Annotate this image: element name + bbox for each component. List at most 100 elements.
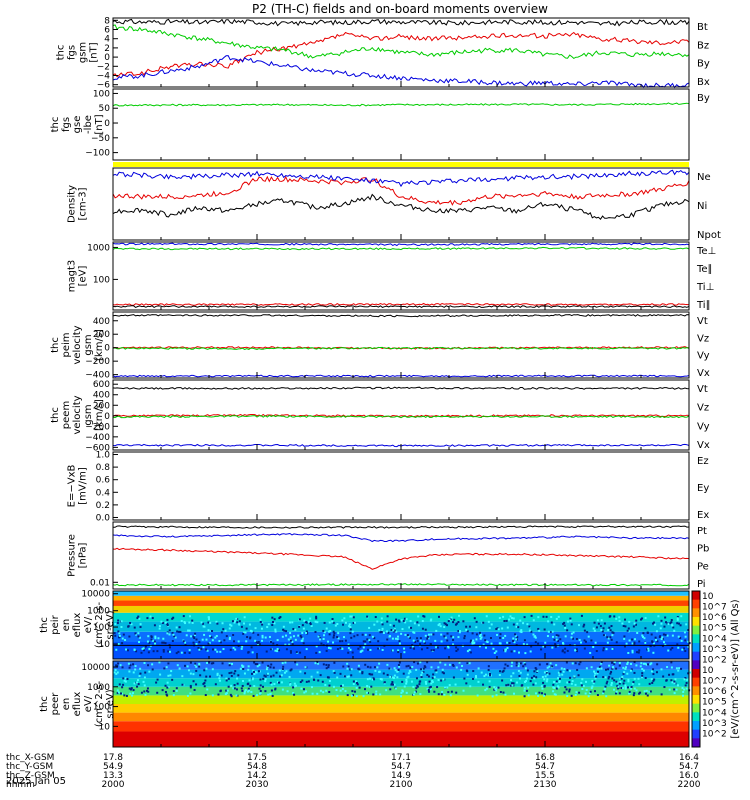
spectrogram-speckle: [329, 647, 332, 650]
y-axis-label-line: fgs: [67, 45, 78, 60]
spectrogram-speckle: [563, 691, 566, 694]
spectrogram-speckle: [651, 681, 654, 684]
spectrogram-speckle: [309, 617, 312, 620]
spectrogram-speckle: [332, 641, 335, 644]
spectrogram-speckle: [291, 621, 294, 624]
x-axis-row-label: hhmm: [6, 780, 35, 790]
spectrogram-speckle: [240, 687, 243, 690]
spectrogram-speckle: [540, 692, 543, 695]
panel-frame: [112, 17, 690, 88]
spectrogram-speckle: [429, 643, 432, 646]
spectrogram-speckle: [316, 661, 319, 664]
spectrogram-speckle: [538, 663, 541, 666]
spectrogram-speckle: [188, 629, 191, 632]
spectrogram-speckle: [543, 678, 546, 681]
spectrogram-speckle: [440, 640, 443, 643]
spectrogram-speckle: [322, 663, 325, 666]
spectrogram-speckle: [416, 662, 419, 665]
spectrogram-speckle: [282, 665, 285, 668]
spectrogram-speckle: [588, 692, 591, 695]
spectrogram-speckle: [210, 630, 213, 633]
spectrogram-speckle: [401, 680, 404, 683]
spectrogram-speckle: [397, 663, 400, 666]
spectrogram-speckle: [115, 664, 118, 667]
spectrogram-speckle: [547, 620, 550, 623]
spectrogram-speckle: [332, 685, 335, 688]
spectrogram-speckle: [419, 680, 422, 683]
spectrogram-speckle: [537, 616, 540, 619]
spectrogram-speckle: [361, 672, 364, 675]
spectrogram-speckle: [189, 684, 192, 687]
spectrogram-speckle: [373, 623, 376, 626]
series-line-Ne: [112, 175, 690, 206]
spectrogram-speckle: [592, 627, 595, 630]
spectrogram-speckle: [228, 662, 231, 665]
spectrogram-speckle: [444, 686, 447, 689]
spectrogram-speckle: [269, 640, 272, 643]
spectrogram-speckle: [166, 632, 169, 635]
spectrogram-speckle: [448, 684, 451, 687]
spectrogram-speckle: [160, 620, 163, 623]
spectrogram-speckle: [428, 690, 431, 693]
spectrogram-speckle: [685, 687, 688, 690]
spectrogram-speckle: [203, 669, 206, 672]
spectrogram-speckle: [350, 615, 353, 618]
spectrogram-speckle: [300, 687, 303, 690]
spectrogram-speckle: [642, 662, 645, 665]
spectrogram-speckle: [441, 690, 444, 693]
spectrogram-speckle: [550, 615, 553, 618]
spectrogram-speckle: [347, 675, 350, 678]
spectrogram-speckle: [396, 638, 399, 641]
spectrogram-speckle: [509, 615, 512, 618]
spectrogram-speckle: [435, 629, 438, 632]
spectrogram-speckle: [488, 672, 491, 675]
spectrogram-speckle: [598, 667, 601, 670]
spectrogram-speckle: [421, 671, 424, 674]
spectrogram-speckle: [362, 640, 365, 643]
spectrogram-speckle: [457, 636, 460, 639]
spectrogram-speckle: [391, 676, 394, 679]
spectrogram-speckle: [485, 646, 488, 649]
y-tick-label: −100: [85, 149, 110, 159]
spectrogram-speckle: [356, 681, 359, 684]
spectrogram-speckle: [613, 661, 616, 664]
spectrogram-speckle: [301, 632, 304, 635]
spectrogram-speckle: [615, 617, 618, 620]
spectrogram-speckle: [657, 615, 660, 618]
spectrogram-speckle: [212, 648, 215, 651]
y-axis-label-line: gsm: [83, 404, 94, 425]
spectrogram-speckle: [430, 649, 433, 652]
spectrogram-speckle: [555, 638, 558, 641]
spectrogram-speckle: [306, 632, 309, 635]
spectrogram-speckle: [335, 689, 338, 692]
spectrogram-speckle: [515, 625, 518, 628]
spectrogram-speckle: [551, 630, 554, 633]
spectrogram-speckle: [566, 695, 569, 698]
legend-entry: Ni: [697, 201, 707, 212]
spectrogram-speckle: [469, 651, 472, 654]
spectrogram-speckle: [627, 651, 630, 654]
y-tick-label: −2: [97, 62, 110, 72]
spectrogram-speckle: [576, 650, 579, 653]
spectrogram-speckle: [219, 641, 222, 644]
spectrogram-speckle: [364, 633, 367, 636]
y-axis-label-line: -lbe: [83, 115, 94, 134]
spectrogram-speckle: [671, 673, 674, 676]
spectrogram-speckle: [504, 648, 507, 651]
spectrogram-speckle: [294, 684, 297, 687]
spectrogram-speckle: [510, 684, 513, 687]
spectrogram-speckle: [420, 674, 423, 677]
spectrogram-speckle: [263, 674, 266, 677]
spectrogram-speckle: [332, 634, 335, 637]
colorbar-segment: [692, 703, 700, 713]
spectrogram-speckle: [571, 680, 574, 683]
spectrogram-speckle: [642, 669, 645, 672]
spectrogram-speckle: [583, 629, 586, 632]
spectrogram-speckle: [352, 680, 355, 683]
spectrogram-speckle: [655, 671, 658, 674]
x-axis-row-label: thc_Z-GSM: [6, 771, 55, 781]
spectrogram-speckle: [190, 635, 193, 638]
series-line-Vz: [112, 413, 690, 418]
y-tick-label: 4: [104, 35, 110, 45]
